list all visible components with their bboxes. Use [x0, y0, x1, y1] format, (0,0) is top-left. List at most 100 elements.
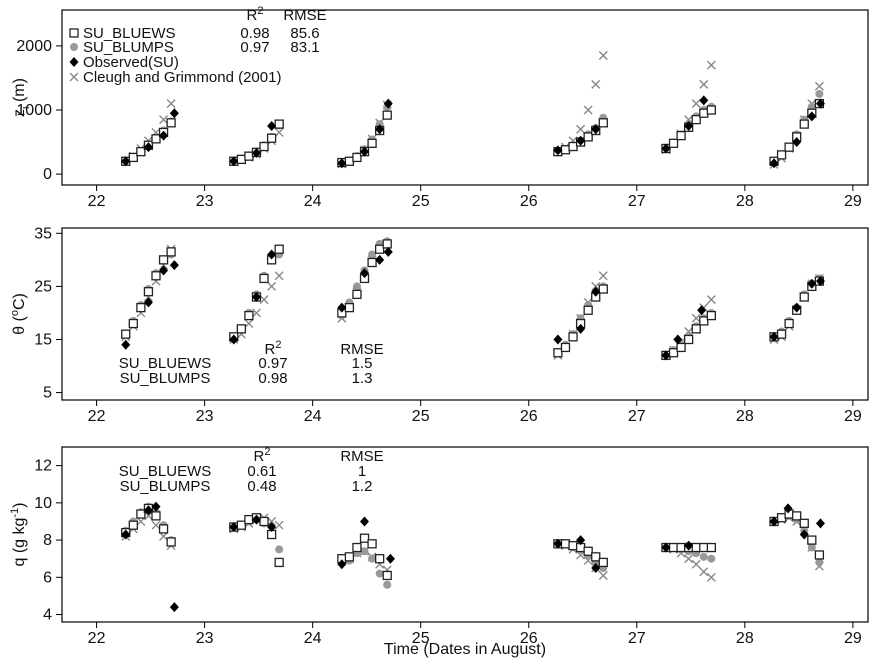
marker-cross [136, 516, 146, 526]
x-tick-label: 27 [628, 193, 646, 210]
marker-diamond [121, 529, 131, 540]
marker-square [344, 552, 355, 562]
marker-square [591, 552, 601, 562]
marker-square [244, 151, 254, 161]
x-tick-label: 25 [412, 408, 430, 425]
marker-square [236, 154, 247, 165]
marker-cross [274, 271, 284, 281]
x-tick-label: 26 [520, 630, 538, 647]
marker-square [128, 152, 138, 163]
marker-square [676, 542, 686, 553]
y-tick-label: 35 [34, 225, 52, 242]
marker-cross [691, 559, 701, 569]
stats-value: 0.61 [247, 463, 276, 480]
marker-diamond [792, 137, 802, 148]
marker-square [382, 110, 392, 120]
stats-name: SU_BLUMPS [120, 370, 211, 387]
y-axis-label-part: (m) [11, 78, 28, 106]
y-axis-label: q (g kg-1) [9, 502, 28, 566]
marker-diamond [337, 158, 347, 169]
marker-square [259, 141, 269, 152]
legend-label: SU_BLUMPS [83, 39, 174, 56]
y-axis-label: zi (m) [11, 78, 32, 117]
x-tick-label: 23 [196, 408, 214, 425]
y-tick-label: 10 [34, 495, 52, 512]
marker-square [151, 271, 161, 281]
marker-circle [375, 569, 384, 578]
marker-circle [815, 89, 824, 98]
stats-value: 1.3 [352, 370, 373, 387]
marker-square [136, 302, 146, 313]
y-tick-label: 12 [34, 458, 52, 475]
marker-cross [583, 105, 593, 115]
marker-square [244, 514, 254, 525]
marker-square [553, 348, 563, 358]
marker-cross [706, 60, 716, 70]
marker-cross [267, 516, 277, 526]
y-tick-label: 5 [43, 385, 52, 402]
marker-square [699, 316, 709, 326]
marker-square [158, 524, 169, 534]
y-tick-label: 6 [43, 569, 52, 586]
marker-cross [598, 570, 608, 580]
marker-square [352, 152, 362, 163]
marker-square [367, 257, 377, 268]
stats-value: 0.98 [258, 370, 287, 387]
marker-circle [275, 545, 284, 554]
marker-diamond [337, 302, 347, 313]
marker-square [344, 302, 355, 313]
marker-square [382, 239, 392, 249]
marker-diamond [143, 297, 153, 308]
marker-cross [598, 51, 608, 61]
marker-square [344, 156, 355, 166]
marker-diamond [699, 95, 709, 106]
marker-diamond [337, 559, 347, 570]
marker-diamond [69, 57, 79, 67]
x-tick-label: 28 [736, 193, 754, 210]
stats-value: 0.97 [240, 39, 269, 56]
x-tick-label: 25 [412, 630, 430, 647]
marker-square [568, 541, 578, 551]
y-tick-label: 1000 [16, 102, 52, 119]
marker-diamond [229, 156, 239, 167]
legend-label: SU_BLUEWS [83, 25, 176, 42]
marker-diamond [169, 602, 179, 613]
marker-square [121, 329, 131, 339]
marker-square [158, 255, 169, 265]
marker-diamond [267, 121, 277, 132]
marker-diamond [360, 146, 370, 157]
marker-cross [259, 295, 269, 305]
marker-diamond [769, 331, 779, 342]
marker-square [359, 533, 370, 543]
plot-frame [61, 9, 869, 186]
marker-square [367, 138, 377, 148]
marker-square [583, 546, 593, 556]
marker-cross [814, 81, 824, 91]
marker-cross [576, 124, 586, 134]
marker-diamond [807, 111, 817, 122]
marker-square [784, 142, 794, 152]
marker-square [236, 324, 247, 334]
marker-square [382, 570, 392, 581]
marker-circle [807, 543, 816, 552]
marker-square [676, 342, 686, 353]
marker-square [583, 132, 593, 142]
stats-value: 1.5 [352, 355, 373, 372]
x-tick-label: 28 [736, 408, 754, 425]
stats-name: SU_BLUMPS [120, 478, 211, 495]
x-tick-label: 29 [844, 408, 862, 425]
x-tick-label: 25 [412, 193, 430, 210]
stats-header-part: 2 [264, 446, 270, 458]
stats-value: 1 [358, 463, 366, 480]
y-axis-label-part: i [20, 106, 32, 108]
marker-square [814, 550, 825, 560]
marker-square [668, 348, 679, 358]
marker-cross [699, 567, 709, 577]
marker-cross [159, 531, 169, 541]
stats-header-part: RMSE [340, 341, 383, 358]
marker-square [706, 105, 716, 115]
stats-name: SU_BLUEWS [119, 355, 212, 372]
marker-diamond [661, 542, 671, 553]
y-axis-label-part: q (g kg [11, 518, 28, 567]
marker-diamond [151, 501, 161, 512]
